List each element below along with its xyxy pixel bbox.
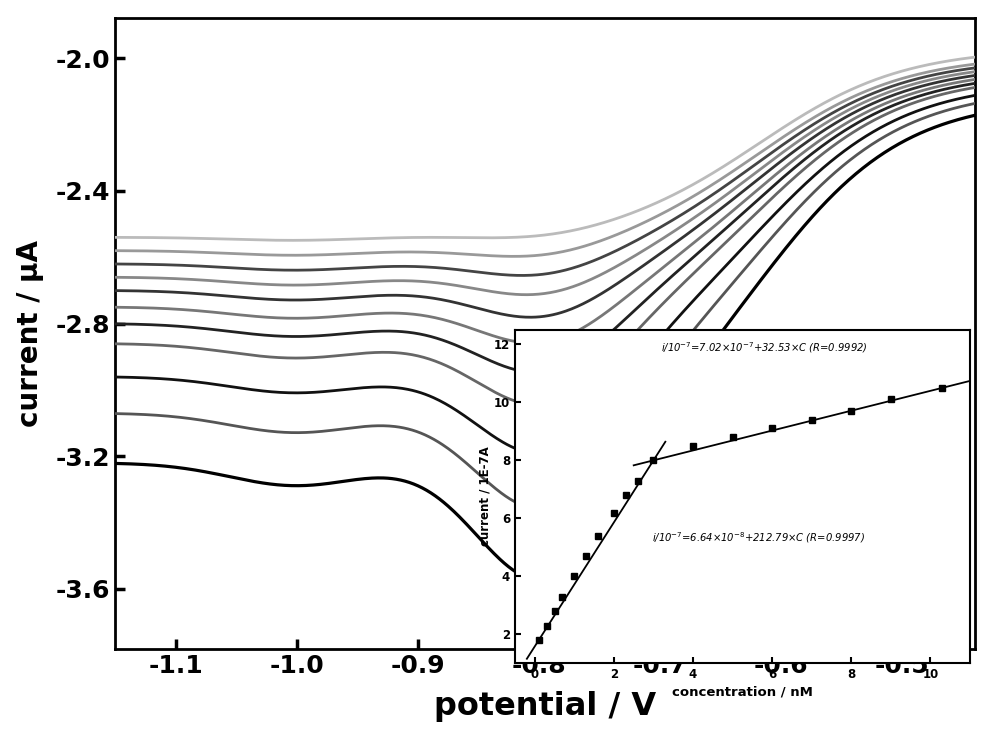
Y-axis label: current / 1E-7A: current / 1E-7A: [478, 446, 491, 547]
Text: i/10$^{-7}$=6.64$\times$10$^{-8}$+212.79$\times$C (R=0.9997): i/10$^{-7}$=6.64$\times$10$^{-8}$+212.79…: [652, 530, 865, 545]
X-axis label: potential / V: potential / V: [434, 691, 656, 723]
X-axis label: concentration / nM: concentration / nM: [672, 685, 813, 699]
Y-axis label: current / μA: current / μA: [16, 240, 44, 427]
Text: i/10$^{-7}$=7.02$\times$10$^{-7}$+32.53$\times$C (R=0.9992): i/10$^{-7}$=7.02$\times$10$^{-7}$+32.53$…: [661, 340, 867, 355]
